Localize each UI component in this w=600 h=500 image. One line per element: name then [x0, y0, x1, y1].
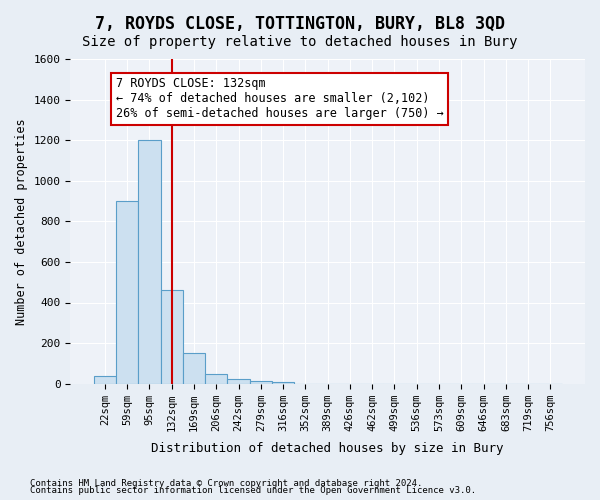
Text: Contains public sector information licensed under the Open Government Licence v3: Contains public sector information licen…: [30, 486, 476, 495]
Text: Size of property relative to detached houses in Bury: Size of property relative to detached ho…: [82, 35, 518, 49]
Bar: [161, 290, 183, 384]
X-axis label: Distribution of detached houses by size in Bury: Distribution of detached houses by size …: [151, 442, 504, 455]
Text: 7, ROYDS CLOSE, TOTTINGTON, BURY, BL8 3QD: 7, ROYDS CLOSE, TOTTINGTON, BURY, BL8 3Q…: [95, 15, 505, 33]
Bar: [116, 201, 138, 384]
Bar: [94, 376, 116, 384]
Bar: [205, 374, 227, 384]
Bar: [250, 380, 272, 384]
Bar: [272, 382, 294, 384]
Y-axis label: Number of detached properties: Number of detached properties: [15, 118, 28, 324]
Bar: [138, 140, 161, 384]
Text: Contains HM Land Registry data © Crown copyright and database right 2024.: Contains HM Land Registry data © Crown c…: [30, 478, 422, 488]
Bar: [227, 378, 250, 384]
Bar: [183, 353, 205, 384]
Text: 7 ROYDS CLOSE: 132sqm
← 74% of detached houses are smaller (2,102)
26% of semi-d: 7 ROYDS CLOSE: 132sqm ← 74% of detached …: [116, 78, 444, 120]
